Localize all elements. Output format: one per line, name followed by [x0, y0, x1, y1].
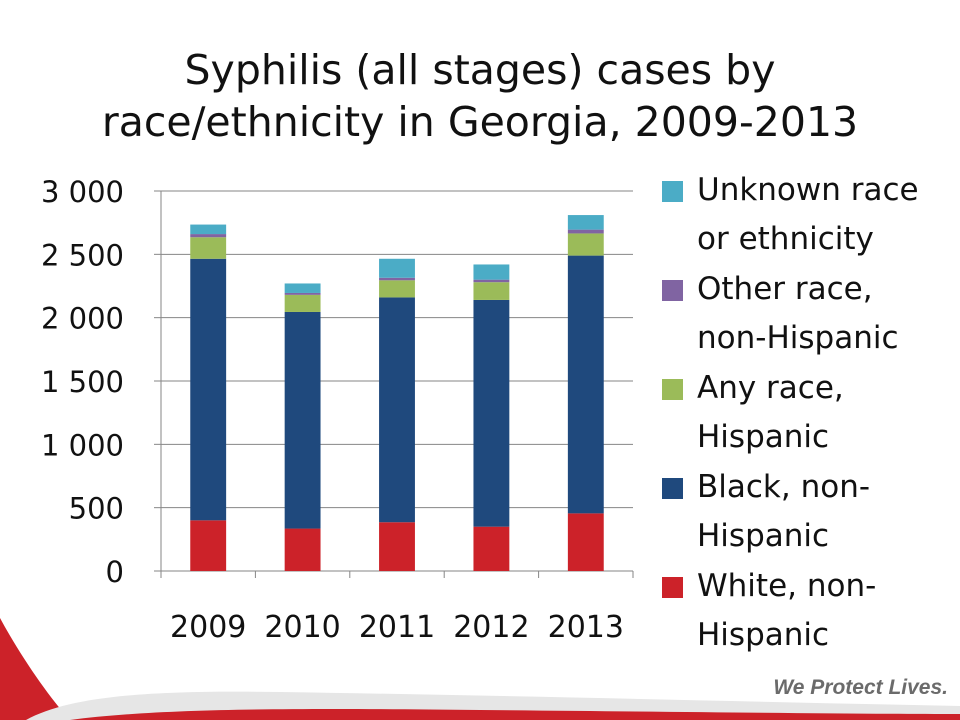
- stacked-bar-chart: 0 500 1 000 1 500 2 000 2 500 3 000 2009 2010 201…: [41, 175, 634, 645]
- bar-segment-2011: [379, 522, 415, 571]
- y-tick-label: 2 500: [41, 238, 124, 272]
- bar-segment-2009: [190, 237, 227, 259]
- x-tick-label: 2011: [359, 610, 435, 645]
- legend-label-other-line-2: non-Hispanic: [697, 320, 899, 356]
- y-tick-label: 500: [69, 492, 124, 526]
- bar-segment-2013: [567, 513, 604, 571]
- y-tick-label: 3 000: [41, 175, 124, 209]
- bar-segment-2010: [284, 528, 321, 571]
- bar-segment-2010: [284, 292, 321, 295]
- legend-label-black-line-2: Hispanic: [697, 518, 830, 554]
- bar-segment-2011: [379, 280, 415, 298]
- legend-label-hispanic: Any race, Hispanic: [697, 364, 947, 462]
- chart-title: Syphilis (all stages) cases by race/ethn…: [0, 44, 960, 148]
- legend-label-white: White, non- Hispanic: [697, 562, 947, 660]
- legend-item-other: Other race, non-Hispanic: [662, 265, 952, 364]
- chart-title-line-2: race/ethnicity in Georgia, 2009-2013: [101, 98, 859, 146]
- bar-segment-2013: [567, 255, 604, 514]
- y-tick-label: 2 000: [41, 302, 124, 336]
- y-tick-label: 1 500: [41, 365, 124, 399]
- bar-segment-2012: [473, 526, 510, 571]
- legend-swatch-white: [662, 577, 683, 598]
- x-tick-label: 2010: [264, 610, 340, 645]
- legend-label-black-line-1: Black, non-: [697, 469, 871, 505]
- footer-red-band: [70, 709, 960, 720]
- bar-segment-2010: [284, 294, 321, 312]
- legend-swatch-hispanic: [662, 379, 683, 400]
- footer-tagline: We Protect Lives.: [773, 676, 948, 699]
- legend-label-black: Black, non- Hispanic: [697, 463, 947, 561]
- x-tick-label: 2009: [170, 610, 246, 645]
- footer-swoosh: [0, 618, 960, 720]
- legend-item-unknown: Unknown race or ethnicity: [662, 166, 952, 265]
- legend-swatch-black: [662, 478, 683, 499]
- legend-label-other: Other race, non-Hispanic: [697, 265, 947, 363]
- legend-label-other-line-1: Other race,: [697, 271, 873, 307]
- legend-swatch-other: [662, 280, 683, 301]
- chart-legend: Unknown race or ethnicity Other race, no…: [662, 166, 952, 661]
- legend-label-unknown-line-1: Unknown race: [697, 172, 919, 208]
- legend-label-unknown-line-2: or ethnicity: [697, 221, 874, 257]
- bar-segment-2012: [473, 264, 510, 280]
- bar-segment-2010: [284, 311, 321, 529]
- bar-segment-2013: [567, 229, 604, 234]
- bar-segment-2009: [190, 520, 227, 571]
- bar-segment-2009: [190, 224, 227, 235]
- y-tick-label: 1 000: [41, 428, 124, 462]
- bar-segment-2012: [473, 299, 510, 527]
- legend-label-white-line-1: White, non-: [697, 568, 877, 604]
- bar-segment-2012: [473, 282, 510, 300]
- bar-segment-2011: [379, 297, 415, 523]
- bar-segment-2009: [190, 258, 227, 521]
- legend-item-hispanic: Any race, Hispanic: [662, 364, 952, 463]
- legend-item-black: Black, non- Hispanic: [662, 463, 952, 562]
- legend-label-hispanic-line-2: Hispanic: [697, 419, 830, 455]
- bar-segment-2009: [190, 234, 227, 238]
- legend-item-white: White, non- Hispanic: [662, 562, 952, 661]
- legend-swatch-unknown: [662, 181, 683, 202]
- legend-label-hispanic-line-1: Any race,: [697, 370, 844, 406]
- legend-label-unknown: Unknown race or ethnicity: [697, 166, 947, 264]
- footer-red-swoosh: [0, 618, 70, 720]
- bar-segment-2012: [473, 279, 510, 283]
- chart-title-line-1: Syphilis (all stages) cases by: [184, 46, 776, 94]
- legend-label-white-line-2: Hispanic: [697, 617, 830, 653]
- y-tick-label: 0: [106, 555, 124, 589]
- bar-segment-2013: [567, 215, 604, 230]
- bar-segment-2011: [379, 258, 415, 278]
- x-tick-label: 2012: [453, 610, 529, 645]
- bar-segment-2011: [379, 277, 415, 281]
- bar-segment-2010: [284, 283, 321, 293]
- bar-segment-2013: [567, 233, 604, 256]
- x-tick-label: 2013: [548, 610, 624, 645]
